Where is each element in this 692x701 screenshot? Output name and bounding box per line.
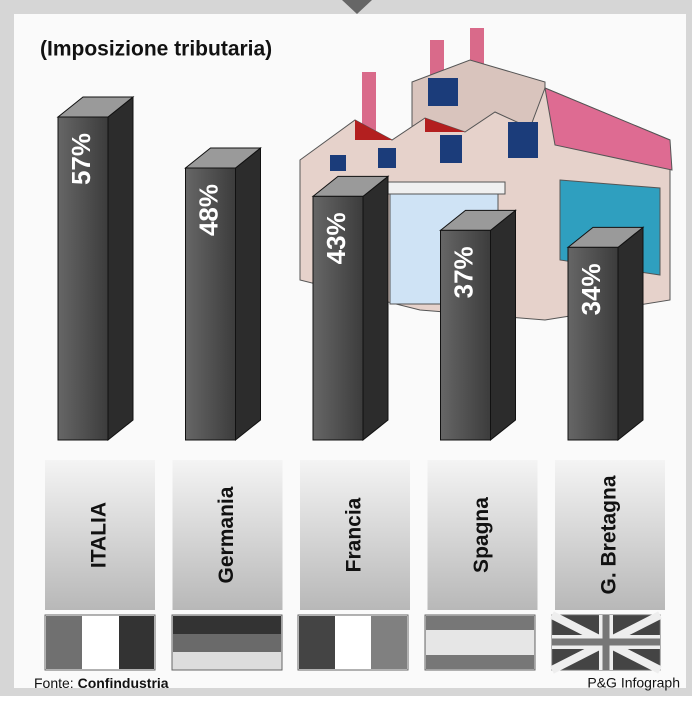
value-label: 37% — [448, 246, 478, 298]
value-label: 57% — [66, 133, 96, 185]
bar-side — [235, 146, 261, 442]
value-label: 48% — [193, 184, 223, 236]
x-tick-label: Germania — [215, 486, 238, 583]
label-panel — [555, 460, 665, 610]
label-panel — [172, 460, 283, 610]
bar-side — [107, 95, 134, 442]
bar — [57, 116, 109, 441]
bar — [567, 246, 619, 441]
x-tick-label: Francia — [343, 497, 366, 572]
x-tick-label: ITALIA — [88, 502, 111, 568]
bar-side — [490, 209, 516, 442]
flags — [44, 611, 662, 674]
label-panel — [427, 460, 538, 610]
pointer — [342, 0, 372, 14]
bar — [185, 167, 236, 441]
x-tick-label: Spagna — [470, 497, 493, 573]
source-label: Fonte: — [34, 675, 74, 691]
bar — [440, 229, 491, 441]
chart-title: (Imposizione tributaria) — [40, 38, 272, 61]
credit: P&G Infograph — [587, 675, 680, 691]
label-panel — [45, 460, 155, 610]
x-tick-label: G. Bretagna — [598, 475, 621, 594]
source: Fonte: Confindustria — [34, 675, 169, 691]
value-label: 34% — [576, 263, 606, 315]
value-label: 43% — [321, 212, 351, 264]
source-name: Confindustria — [78, 675, 169, 691]
bar-side — [617, 226, 644, 442]
label-panel — [300, 460, 410, 610]
bar — [312, 195, 364, 441]
bar-side — [362, 175, 389, 442]
